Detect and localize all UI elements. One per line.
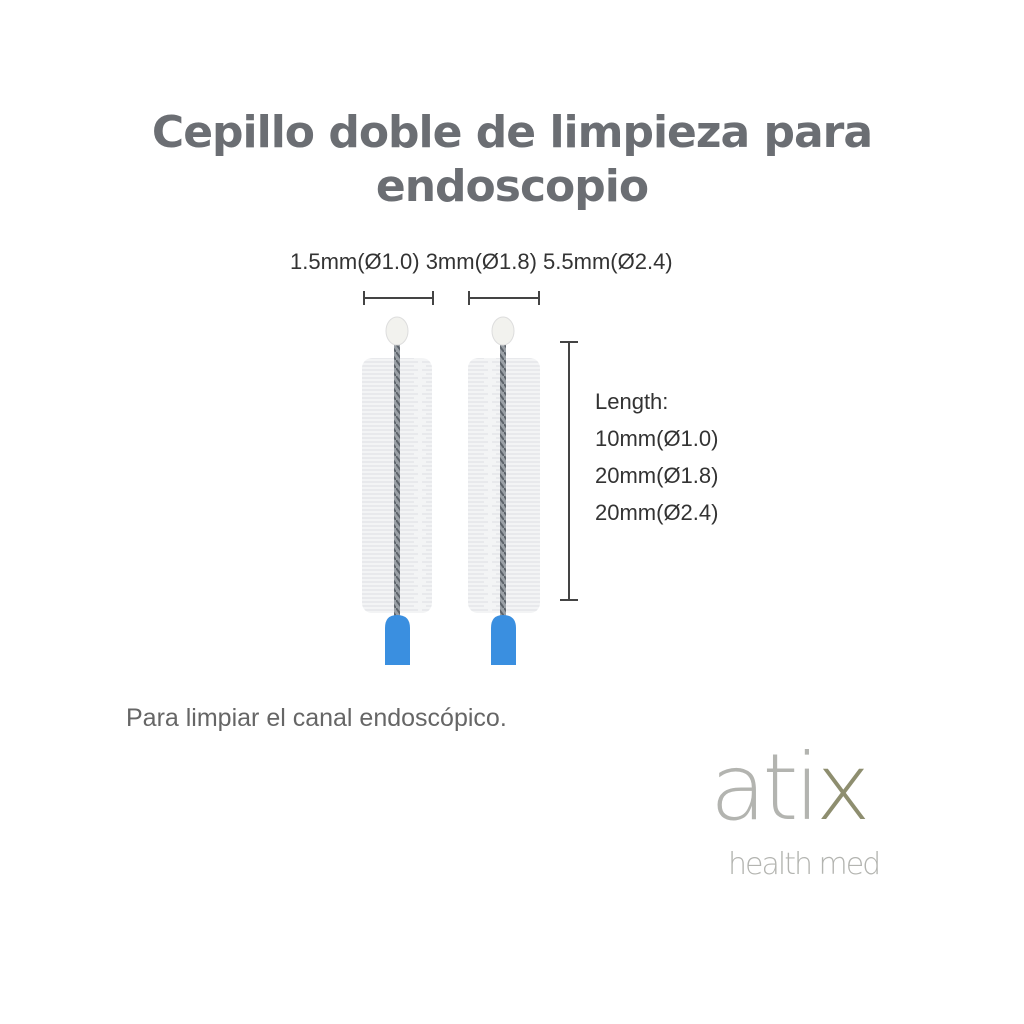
dimension-bar-1	[363, 291, 434, 305]
page-title-line-1: Cepillo doble de limpieza para	[151, 107, 873, 158]
logo-tagline: health med	[728, 847, 881, 882]
brush-2	[468, 316, 540, 665]
logo-wordmark: atix	[710, 734, 871, 841]
length-label: Length:	[595, 389, 669, 414]
length-bar	[560, 341, 578, 601]
diameter-label: 1.5mm(Ø1.0) 3mm(Ø1.8) 5.5mm(Ø2.4)	[290, 249, 673, 274]
dimension-bar-2	[468, 291, 540, 305]
page-title: Cepillo doble de limpieza para endoscopi…	[0, 106, 1024, 214]
length-item: 10mm(Ø1.0)	[595, 426, 719, 451]
length-item: 20mm(Ø1.8)	[595, 463, 719, 488]
caption: Para limpiar el canal endoscópico.	[126, 704, 507, 732]
brush-1	[362, 316, 432, 665]
length-item: 20mm(Ø2.4)	[595, 500, 719, 525]
length-spec: Length: 10mm(Ø1.0) 20mm(Ø1.8) 20mm(Ø2.4)	[595, 383, 718, 531]
page-title-line-2: endoscopio	[375, 161, 649, 212]
atix-logo: atix health med	[710, 732, 881, 884]
